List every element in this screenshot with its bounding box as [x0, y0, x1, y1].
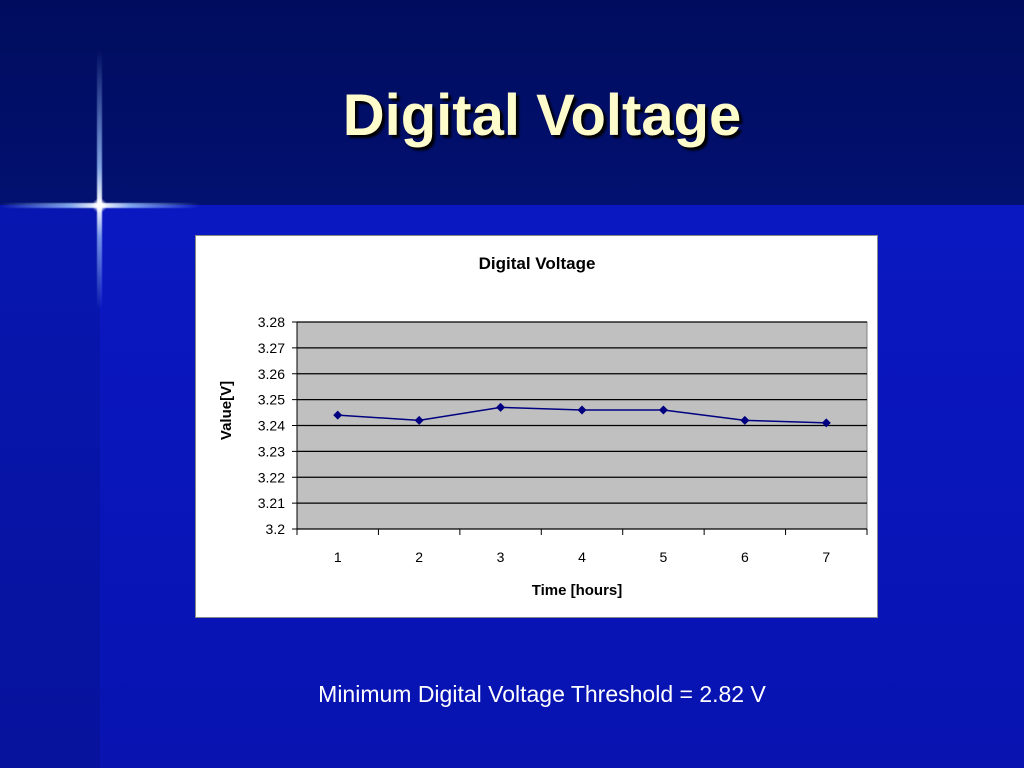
x-tick-label: 6: [741, 549, 749, 565]
data-point-marker: [658, 405, 668, 415]
data-point-marker: [333, 410, 343, 420]
data-point-marker: [821, 418, 831, 428]
y-tick-label: 3.25: [258, 392, 285, 408]
data-point-marker: [577, 405, 587, 415]
slide-left-band: [0, 205, 100, 768]
data-point-marker: [414, 415, 424, 425]
x-tick-label: 1: [334, 549, 342, 565]
slide-header-background: [0, 0, 1024, 205]
y-axis-label: Value[V]: [218, 381, 235, 440]
light-flare-core: [92, 198, 107, 213]
y-tick-label: 3.23: [258, 443, 285, 459]
y-tick-label: 3.28: [258, 314, 285, 330]
x-tick-label: 2: [415, 549, 423, 565]
light-flare-vertical: [97, 50, 102, 310]
y-tick-label: 3.2: [266, 521, 286, 537]
chart-title: Digital Voltage: [479, 254, 596, 273]
y-tick-label: 3.26: [258, 366, 285, 382]
y-tick-label: 3.22: [258, 469, 285, 485]
line-chart: Digital Voltage 3.2 3.21 3.22 3.23 3.24 3.25 3.…: [218, 254, 868, 599]
slide-title: Digital Voltage: [342, 83, 742, 148]
x-tick-label: 3: [497, 549, 505, 565]
data-point-marker: [740, 415, 750, 425]
y-tick-label: 3.24: [258, 418, 285, 434]
chart-container: Digital Voltage 3.2 3.21 3.22 3.23 3.24 3.25 3.…: [195, 235, 878, 618]
x-tick-label: 5: [660, 549, 668, 565]
x-axis-label: Time [hours]: [532, 582, 623, 599]
data-point-marker: [496, 402, 506, 412]
threshold-note: Minimum Digital Voltage Threshold = 2.82…: [318, 681, 766, 707]
x-tick-label: 4: [578, 549, 586, 565]
y-tick-label: 3.27: [258, 340, 285, 356]
y-tick-label: 3.21: [258, 495, 285, 511]
x-tick-label: 7: [822, 549, 830, 565]
